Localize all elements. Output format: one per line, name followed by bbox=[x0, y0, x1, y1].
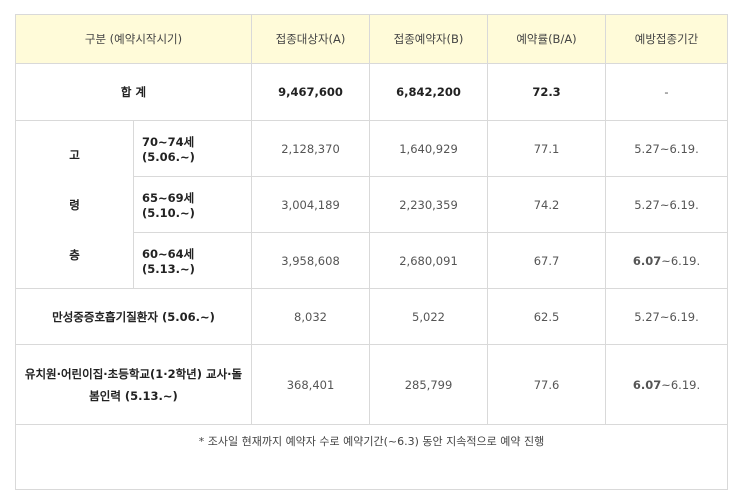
row-label: 70~74세 (5.06.~) bbox=[133, 120, 252, 177]
row-reserved: 2,680,091 bbox=[369, 232, 488, 289]
teachers-row: 유치원·어린이집·초등학교(1·2학년) 교사·돌 봄인력 (5.13.~) 3… bbox=[15, 344, 728, 425]
row-period-start: 6.07 bbox=[632, 253, 662, 268]
teachers-period-start: 6.07 bbox=[632, 377, 662, 392]
row-rate: 67.7 bbox=[487, 232, 606, 289]
elderly-group-char: 령 bbox=[69, 197, 80, 212]
table-row: 60~64세 (5.13.~) 3,958,608 2,680,091 67.7… bbox=[16, 232, 728, 289]
row-reserved: 2,230,359 bbox=[369, 176, 488, 233]
teachers-label-line2: 봄인력 (5.13.~) bbox=[89, 388, 178, 403]
total-row: 합 계 9,467,600 6,842,200 72.3 - bbox=[15, 63, 728, 121]
elderly-group-label: 고 령 층 bbox=[15, 120, 134, 289]
total-label: 합 계 bbox=[15, 63, 252, 121]
row-rate: 74.2 bbox=[487, 176, 606, 233]
header-reserved: 접종예약자(B) bbox=[369, 14, 488, 64]
copd-rate: 62.5 bbox=[487, 288, 606, 345]
row-rate: 77.1 bbox=[487, 120, 606, 177]
teachers-label: 유치원·어린이집·초등학교(1·2학년) 교사·돌 봄인력 (5.13.~) bbox=[15, 344, 252, 425]
table-row: 고 령 층 70~74세 (5.06.~) 2,128,370 1,640,92… bbox=[15, 120, 728, 289]
row-label: 60~64세 (5.13.~) bbox=[133, 232, 252, 289]
total-reserved: 6,842,200 bbox=[369, 63, 488, 121]
header-row: 구분 (예약시작시기) 접종대상자(A) 접종예약자(B) 예약률(B/A) 예… bbox=[15, 14, 728, 64]
row-target: 3,958,608 bbox=[251, 232, 370, 289]
teachers-label-line1: 유치원·어린이집·초등학교(1·2학년) 교사·돌 bbox=[24, 366, 243, 381]
header-target: 접종대상자(A) bbox=[251, 14, 370, 64]
row-period: 5.27~6.19. bbox=[605, 176, 728, 233]
teachers-rate: 77.6 bbox=[487, 344, 606, 425]
row-period: 5.27~6.19. bbox=[605, 120, 728, 177]
row-target: 2,128,370 bbox=[251, 120, 370, 177]
copd-reserved: 5,022 bbox=[369, 288, 488, 345]
copd-period: 5.27~6.19. bbox=[605, 288, 728, 345]
header-category: 구분 (예약시작시기) bbox=[15, 14, 252, 64]
elderly-group-char: 고 bbox=[69, 147, 80, 162]
row-reserved: 1,640,929 bbox=[369, 120, 488, 177]
copd-row: 만성중증호흡기질환자 (5.06.~) 8,032 5,022 62.5 5.2… bbox=[15, 288, 728, 345]
header-period: 예방접종기간 bbox=[605, 14, 728, 64]
row-target: 3,004,189 bbox=[251, 176, 370, 233]
total-rate: 72.3 bbox=[487, 63, 606, 121]
header-rate: 예약률(B/A) bbox=[487, 14, 606, 64]
teachers-reserved: 285,799 bbox=[369, 344, 488, 425]
total-target: 9,467,600 bbox=[251, 63, 370, 121]
footnote: * 조사일 현재까지 예약자 수로 예약기간(~6.3) 동안 지속적으로 예약… bbox=[15, 424, 728, 490]
teachers-period: 6.07~6.19. bbox=[605, 344, 728, 425]
table-row: 65~69세 (5.10.~) 3,004,189 2,230,359 74.2… bbox=[16, 176, 728, 233]
teachers-period-end: ~6.19. bbox=[661, 377, 701, 392]
row-period-end: ~6.19. bbox=[661, 253, 701, 268]
copd-target: 8,032 bbox=[251, 288, 370, 345]
row-label: 65~69세 (5.10.~) bbox=[133, 176, 252, 233]
row-period: 6.07~6.19. bbox=[605, 232, 728, 289]
total-period: - bbox=[605, 63, 728, 121]
vaccination-reservation-table: 구분 (예약시작시기) 접종대상자(A) 접종예약자(B) 예약률(B/A) 예… bbox=[15, 14, 728, 490]
copd-label: 만성중증호흡기질환자 (5.06.~) bbox=[15, 288, 252, 345]
note-row: * 조사일 현재까지 예약자 수로 예약기간(~6.3) 동안 지속적으로 예약… bbox=[15, 424, 728, 490]
elderly-group-char: 층 bbox=[69, 247, 80, 262]
teachers-target: 368,401 bbox=[251, 344, 370, 425]
